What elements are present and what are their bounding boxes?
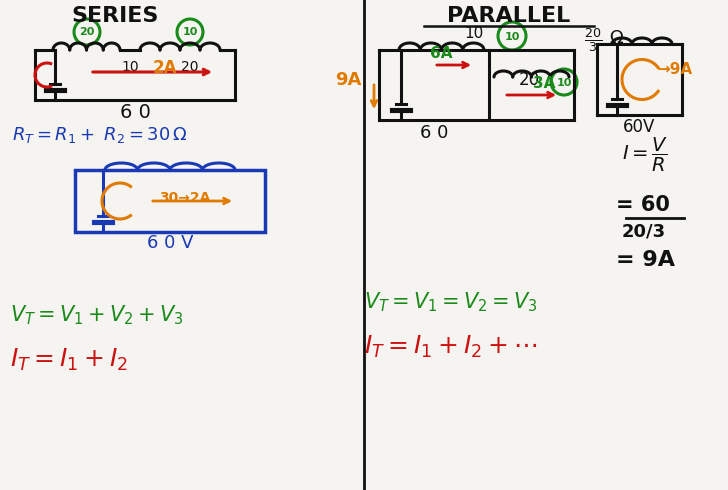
Text: 10: 10 xyxy=(505,32,520,42)
Text: 30→2A: 30→2A xyxy=(159,191,210,205)
Text: $\frac{20}{3}$: $\frac{20}{3}$ xyxy=(584,26,602,54)
Text: 10: 10 xyxy=(556,78,571,88)
Text: = 9A: = 9A xyxy=(616,250,675,270)
Text: = 60: = 60 xyxy=(616,195,670,215)
Text: 20: 20 xyxy=(79,27,95,37)
Text: 6 0 V: 6 0 V xyxy=(147,234,193,252)
Text: →9A: →9A xyxy=(657,63,692,77)
Text: 6 0: 6 0 xyxy=(420,124,448,142)
Text: $I_T = I_1 + I_2$: $I_T = I_1 + I_2$ xyxy=(10,347,128,373)
Text: 2A: 2A xyxy=(153,59,177,77)
Text: 20/3: 20/3 xyxy=(622,223,666,241)
Text: SERIES: SERIES xyxy=(71,6,159,26)
Text: 6A: 6A xyxy=(430,46,452,61)
Text: 20: 20 xyxy=(518,71,539,89)
Text: $V_T = V_1 = V_2 = V_3$: $V_T = V_1 = V_2 = V_3$ xyxy=(364,290,537,314)
Text: 3A: 3A xyxy=(533,76,555,91)
Text: 60V: 60V xyxy=(623,118,656,136)
Text: 10: 10 xyxy=(182,27,198,37)
Text: $I = \dfrac{V}{R}$: $I = \dfrac{V}{R}$ xyxy=(622,136,668,174)
Text: 6 0: 6 0 xyxy=(119,103,151,122)
Text: $V_T = V_1 + V_2 + V_3$: $V_T = V_1 + V_2 + V_3$ xyxy=(10,303,183,327)
Text: 20: 20 xyxy=(181,60,199,74)
Text: $I_T = I_1 + I_2 + \cdots$: $I_T = I_1 + I_2 + \cdots$ xyxy=(364,334,537,360)
Text: 9A: 9A xyxy=(335,71,361,89)
Text: 10: 10 xyxy=(464,26,483,41)
Text: $\Omega$: $\Omega$ xyxy=(609,29,624,47)
Text: PARALLEL: PARALLEL xyxy=(448,6,571,26)
Text: 10: 10 xyxy=(121,60,139,74)
Text: $R_T = R_1 +\ R_2 = 30\,\Omega$: $R_T = R_1 +\ R_2 = 30\,\Omega$ xyxy=(12,125,188,145)
